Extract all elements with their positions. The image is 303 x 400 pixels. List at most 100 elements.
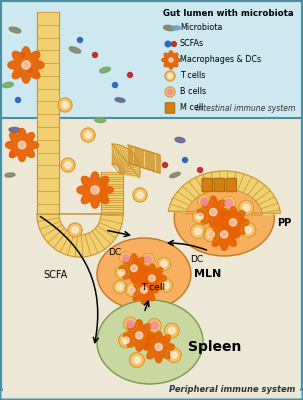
FancyBboxPatch shape [202,178,212,192]
Text: Macrophages & DCs: Macrophages & DCs [180,56,261,64]
Polygon shape [141,286,147,293]
Polygon shape [128,72,132,78]
Polygon shape [78,38,82,42]
Polygon shape [137,192,143,198]
Polygon shape [113,280,127,294]
Polygon shape [260,208,270,212]
Polygon shape [163,282,169,288]
Polygon shape [117,284,123,290]
Polygon shape [239,200,254,215]
Polygon shape [135,332,143,339]
Polygon shape [151,322,158,329]
Polygon shape [162,51,180,69]
Polygon shape [129,287,135,293]
Text: M cell: M cell [180,104,203,112]
Polygon shape [133,188,147,202]
Polygon shape [238,188,242,192]
Polygon shape [198,168,202,172]
Polygon shape [5,173,15,177]
Polygon shape [147,319,161,332]
Polygon shape [130,353,144,368]
Polygon shape [92,52,98,58]
Polygon shape [157,257,171,271]
Polygon shape [81,128,95,142]
Polygon shape [197,196,229,228]
FancyBboxPatch shape [1,1,302,390]
Polygon shape [245,226,252,233]
Polygon shape [165,71,175,81]
Polygon shape [252,198,258,202]
Text: SCFAs: SCFAs [180,40,204,48]
Polygon shape [119,270,125,276]
Polygon shape [5,128,38,162]
Polygon shape [168,171,281,215]
Polygon shape [161,261,167,267]
Polygon shape [217,206,249,238]
Text: Intestinal immune system: Intestinal immune system [196,104,295,113]
Text: DC: DC [108,248,122,257]
Ellipse shape [97,300,203,384]
Polygon shape [100,67,110,73]
Polygon shape [201,198,208,205]
Polygon shape [170,172,180,178]
Polygon shape [9,27,21,33]
Polygon shape [115,266,129,279]
FancyBboxPatch shape [214,178,225,192]
Polygon shape [197,195,211,209]
Polygon shape [128,145,160,173]
Ellipse shape [97,238,191,310]
Text: MLN: MLN [194,269,221,279]
Text: Spleen: Spleen [188,340,241,354]
Polygon shape [167,90,173,94]
Polygon shape [119,333,133,348]
Polygon shape [208,231,215,238]
Polygon shape [182,158,188,162]
Polygon shape [37,12,59,214]
Polygon shape [77,172,113,208]
Polygon shape [145,152,151,158]
Polygon shape [2,82,13,88]
Polygon shape [145,256,151,263]
Text: Microbiota: Microbiota [180,24,222,32]
Polygon shape [65,162,71,168]
Polygon shape [18,141,26,149]
Bar [3,118,300,397]
Polygon shape [197,213,203,220]
Polygon shape [127,320,134,328]
Text: B cells: B cells [180,88,206,96]
Polygon shape [69,47,81,53]
Polygon shape [138,264,166,293]
Polygon shape [221,231,228,238]
Polygon shape [159,279,173,292]
Polygon shape [85,132,91,138]
Polygon shape [221,196,236,210]
Polygon shape [208,218,240,250]
Text: SCFA: SCFA [43,270,67,280]
Polygon shape [142,253,154,266]
Text: DC: DC [190,255,203,264]
Polygon shape [19,52,25,58]
Text: Peripheral immune system: Peripheral immune system [169,385,295,394]
Text: T cells: T cells [180,72,205,80]
Polygon shape [190,224,205,239]
Text: PP: PP [277,218,291,228]
Polygon shape [195,228,201,235]
Polygon shape [171,352,177,358]
Polygon shape [165,41,171,47]
Polygon shape [243,204,250,211]
Polygon shape [115,98,125,102]
Polygon shape [120,252,132,264]
Polygon shape [171,26,181,30]
Polygon shape [37,214,123,257]
Polygon shape [171,42,176,46]
Polygon shape [229,219,237,226]
Ellipse shape [174,180,274,256]
Polygon shape [134,357,140,363]
Polygon shape [204,227,218,242]
Polygon shape [62,102,68,108]
Polygon shape [91,186,99,194]
Polygon shape [15,98,21,102]
Polygon shape [61,158,75,172]
Polygon shape [164,25,175,31]
Polygon shape [149,157,161,163]
